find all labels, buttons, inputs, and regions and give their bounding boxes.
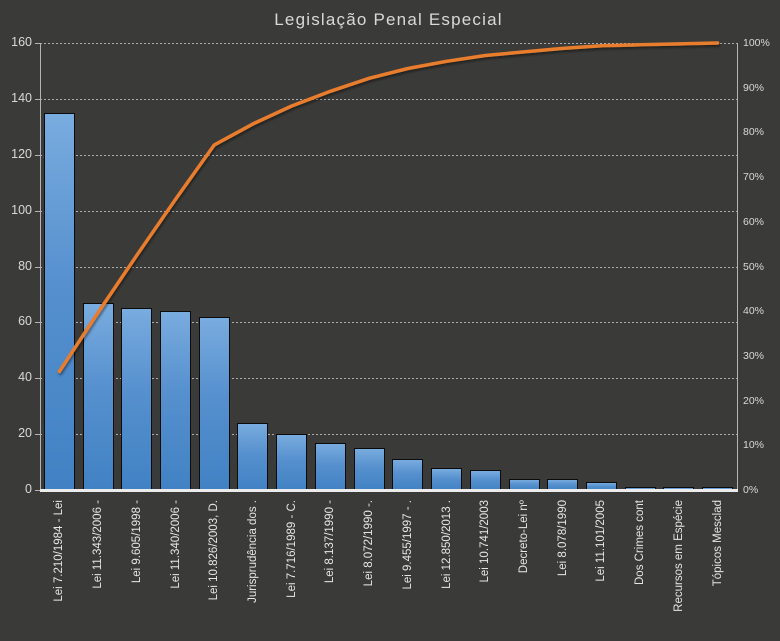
x-axis-category-label: Decreto-Lei nº bbox=[517, 497, 531, 637]
axis-tick bbox=[35, 490, 40, 491]
frequency-bar bbox=[121, 308, 153, 490]
category-label-text: Jurisprudência dos . bbox=[246, 500, 259, 603]
secondary-y-axis-tick-label: 60% bbox=[743, 215, 765, 228]
axis-tick bbox=[35, 434, 40, 436]
frequency-bar bbox=[469, 470, 501, 490]
frequency-bar bbox=[237, 422, 269, 490]
x-axis-category-label: Lei 7.210/1984 - Lei bbox=[52, 497, 66, 637]
secondary-y-axis-tick-label: 20% bbox=[743, 394, 765, 407]
category-label-text: Lei 9.455/1997 - . bbox=[401, 500, 414, 590]
x-axis-category-label: Lei 9.455/1997 - . bbox=[401, 497, 415, 637]
x-axis-category-label: Lei 7.716/1989 - C. bbox=[285, 497, 299, 637]
x-axis-category-label: Lei 8.137/1990 - bbox=[323, 497, 337, 637]
frequency-bar bbox=[82, 302, 114, 490]
primary-y-axis-tick-label: 120 bbox=[11, 146, 32, 161]
gridline bbox=[40, 210, 737, 212]
secondary-y-axis-tick-label: 40% bbox=[743, 305, 765, 318]
category-label-text: Lei 10.741/2003 bbox=[479, 500, 492, 583]
category-label-text: Lei 7.716/1989 - C. bbox=[285, 500, 298, 598]
category-label-text: Lei 8.078/1990 bbox=[556, 500, 569, 577]
x-axis-category-label: Jurisprudência dos . bbox=[246, 497, 260, 637]
x-axis-category-label: Lei 10.826/2003, D. bbox=[207, 497, 221, 637]
x-axis-category-label: Tópicos Mesclad bbox=[711, 497, 725, 637]
gridline bbox=[40, 154, 737, 156]
axis-tick bbox=[35, 210, 40, 212]
frequency-bar bbox=[392, 459, 424, 490]
category-label-text: Lei 11.340/2006 - bbox=[169, 500, 182, 589]
category-label-text: Recursos em Espécie bbox=[672, 500, 685, 612]
axis-tick bbox=[35, 98, 40, 100]
primary-y-axis-tick-label: 0 bbox=[25, 482, 32, 496]
frequency-bar bbox=[547, 478, 579, 490]
frequency-bar bbox=[585, 481, 617, 490]
secondary-y-axis-tick-label: 10% bbox=[743, 439, 765, 452]
primary-y-axis-tick-label: 160 bbox=[11, 35, 32, 49]
x-axis-category-label: Recursos em Espécie bbox=[672, 497, 686, 637]
secondary-y-axis-tick-label: 30% bbox=[743, 349, 765, 362]
frequency-bar bbox=[276, 434, 308, 490]
x-axis-category-label: Lei 11.343/2006 - bbox=[91, 497, 105, 637]
axis-tick bbox=[35, 322, 40, 324]
axis-tick bbox=[35, 43, 40, 44]
frequency-bar bbox=[663, 487, 695, 490]
x-axis-category-label: Lei 8.072/1990 -. bbox=[362, 497, 376, 637]
axis-tick bbox=[35, 154, 40, 156]
secondary-y-axis-line bbox=[737, 43, 738, 490]
axis-tick bbox=[35, 266, 40, 268]
secondary-y-axis-tick-label: 80% bbox=[743, 126, 765, 139]
primary-y-axis-tick-label: 40 bbox=[18, 370, 32, 385]
category-label-text: Lei 7.210/1984 - Lei bbox=[53, 500, 66, 602]
cumulative-percentage-line bbox=[57, 41, 720, 374]
plot-area bbox=[40, 41, 737, 490]
frequency-bar bbox=[624, 487, 656, 490]
gridline bbox=[40, 266, 737, 268]
category-label-text: Tópicos Mesclad bbox=[711, 500, 724, 587]
secondary-y-axis-tick-label: 50% bbox=[743, 260, 765, 273]
category-label-text: Lei 12.850/2013 . bbox=[440, 500, 453, 589]
x-axis-category-label: Lei 12.850/2013 . bbox=[440, 497, 454, 637]
category-label-text: Dos Crimes cont bbox=[634, 500, 647, 585]
frequency-bar bbox=[702, 487, 734, 490]
category-label-text: Lei 11.343/2006 - bbox=[92, 500, 105, 589]
primary-y-axis-tick-label: 100 bbox=[11, 202, 32, 217]
category-label-text: Lei 8.137/1990 - bbox=[324, 500, 337, 584]
axis-tick bbox=[35, 378, 40, 380]
x-axis-category-label: Lei 11.101/2005 bbox=[594, 497, 608, 637]
primary-y-axis-tick-label: 140 bbox=[11, 90, 32, 105]
chart-title: Legislação Penal Especial bbox=[274, 10, 503, 29]
frequency-bar bbox=[508, 478, 540, 490]
x-axis-category-label: Dos Crimes cont bbox=[633, 497, 647, 637]
gridline bbox=[40, 322, 737, 324]
frequency-bar bbox=[431, 467, 463, 490]
primary-y-axis-tick-label: 60 bbox=[18, 314, 32, 329]
frequency-bar bbox=[160, 311, 192, 490]
primary-y-axis-tick-label: 20 bbox=[18, 426, 32, 441]
secondary-y-axis-tick-label: 0% bbox=[743, 484, 759, 496]
x-axis-category-label: Lei 11.340/2006 - bbox=[169, 497, 183, 637]
primary-y-axis-tick-label: 80 bbox=[18, 258, 32, 273]
frequency-bar bbox=[43, 112, 75, 490]
gridline bbox=[40, 98, 737, 100]
primary-y-axis-line bbox=[40, 43, 41, 490]
x-axis-category-label: Lei 9.605/1998 - bbox=[130, 497, 144, 637]
gridline bbox=[40, 434, 737, 436]
category-label-text: Lei 9.605/1998 - bbox=[130, 500, 143, 584]
frequency-bar bbox=[198, 316, 230, 490]
secondary-y-axis-tick-label: 70% bbox=[743, 171, 765, 184]
secondary-y-axis-tick-label: 90% bbox=[743, 81, 765, 94]
frequency-bar bbox=[353, 448, 385, 490]
frequency-bar bbox=[314, 442, 346, 490]
x-axis-line bbox=[40, 489, 738, 492]
category-label-text: Lei 10.826/2003, D. bbox=[208, 500, 221, 601]
category-label-text: Lei 8.072/1990 -. bbox=[363, 500, 376, 587]
category-label-text: Decreto-Lei nº bbox=[518, 500, 531, 574]
x-axis-category-label: Lei 10.741/2003 bbox=[478, 497, 492, 637]
x-axis-category-label: Lei 8.078/1990 bbox=[556, 497, 570, 637]
gridline bbox=[40, 43, 737, 44]
secondary-y-axis-tick-label: 100% bbox=[743, 37, 770, 49]
gridline bbox=[40, 378, 737, 380]
category-label-text: Lei 11.101/2005 bbox=[595, 500, 608, 582]
